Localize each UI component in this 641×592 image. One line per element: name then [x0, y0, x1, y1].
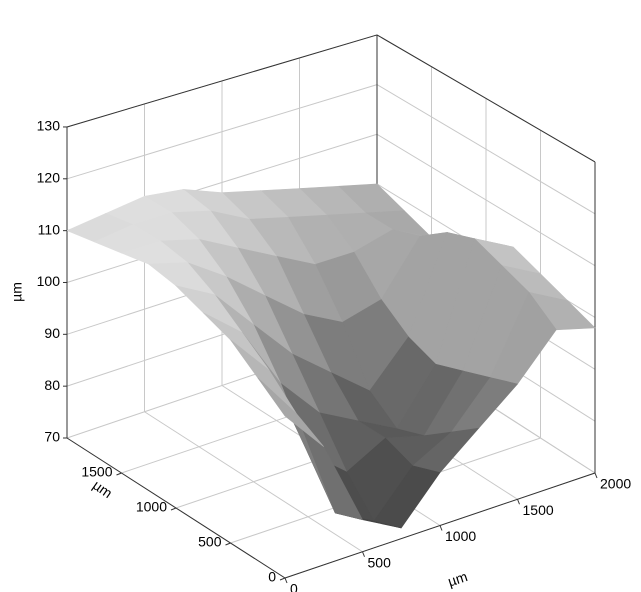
z-tick-label: 100 [37, 273, 61, 289]
tick-mark [517, 499, 520, 505]
tick-mark [284, 577, 288, 584]
y-tick-label: 1000 [136, 499, 167, 515]
x-tick-label: 0 [290, 581, 298, 592]
z-tick-label: 110 [38, 221, 61, 237]
z-tick-label: 120 [37, 170, 61, 186]
axis-line [376, 34, 596, 163]
z-tick-label: 70 [44, 429, 60, 445]
tick-mark [439, 525, 443, 531]
tick-mark [594, 472, 598, 479]
tick-mark [279, 577, 286, 581]
x-tick-label: 1000 [445, 528, 476, 544]
z-tick-label: 90 [44, 325, 60, 341]
z-axis-label: µm [9, 282, 25, 302]
y-tick-label: 1500 [81, 464, 112, 480]
axis-line [66, 34, 378, 128]
tick-mark [116, 472, 122, 476]
surface-patch [257, 377, 324, 447]
surface [66, 183, 596, 529]
x-tick-label: 2000 [600, 476, 631, 492]
y-tick-label: 0 [268, 569, 276, 585]
y-axis-label: µm [90, 477, 115, 501]
x-axis-label: µm [446, 568, 470, 589]
tick-mark [362, 551, 365, 557]
z-tick-label: 130 [37, 118, 61, 134]
axes: 70 80 90 100 110 120 130 0 500 1000 1500 0 500 1000 15… [9, 118, 632, 592]
tick-mark [225, 542, 231, 546]
tick-mark [170, 507, 177, 511]
x-tick-label: 1500 [523, 502, 554, 518]
z-tick-label: 80 [44, 377, 60, 393]
x-tick-label: 500 [368, 554, 392, 570]
y-tick-label: 500 [198, 534, 222, 550]
